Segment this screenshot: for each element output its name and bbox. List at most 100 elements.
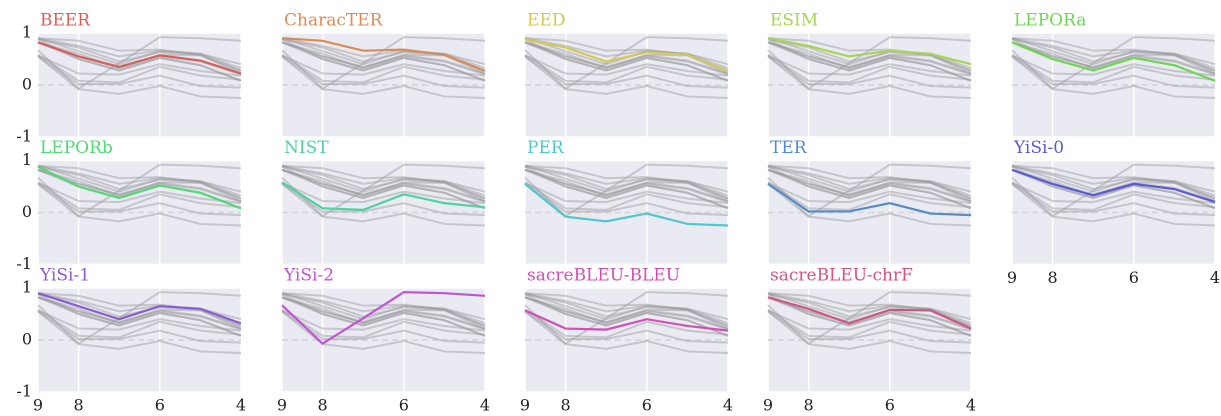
x-tick-label: 9 (1007, 268, 1017, 287)
panel-title: EED (527, 11, 565, 31)
context-line (767, 41, 972, 76)
context-line (37, 292, 242, 327)
series-line (1011, 41, 1216, 82)
context-line (767, 54, 972, 77)
panel-title: LEPORb (40, 138, 113, 158)
panel-title: ESIM (770, 11, 818, 31)
context-line (281, 55, 486, 89)
context-line (524, 54, 729, 77)
context-line (37, 183, 242, 217)
context-line (1011, 165, 1216, 200)
x-tick-label: 9 (277, 396, 287, 415)
context-line (281, 296, 486, 331)
x-tick-label: 8 (1048, 268, 1058, 287)
context-line (281, 53, 486, 84)
context-line (37, 296, 242, 337)
context-line (767, 164, 972, 200)
context-line (1011, 164, 1216, 200)
panel: YiSi-0 9 8 6 4 (1007, 138, 1220, 287)
context-line (1011, 41, 1216, 75)
context-line (524, 53, 729, 84)
panel-title: TER (770, 138, 808, 158)
context-line (524, 308, 729, 339)
context-line (1011, 163, 1216, 218)
context-line (37, 54, 242, 77)
context-line (37, 296, 242, 330)
context-line (524, 168, 729, 210)
context-line (281, 181, 486, 205)
context-line (37, 309, 242, 332)
context-line (281, 165, 486, 210)
context-line (524, 37, 729, 66)
context-line (524, 181, 729, 205)
context-line (1011, 53, 1216, 84)
x-tick-label: 4 (723, 396, 733, 415)
panel: EED (524, 11, 729, 138)
panel: ESIM (767, 11, 972, 138)
context-line (767, 55, 972, 89)
context-line (281, 292, 486, 325)
panel-title: CharacTER (284, 11, 384, 31)
context-line (767, 163, 972, 218)
series-line (37, 165, 242, 210)
x-tick-label: 4 (236, 396, 246, 415)
context-line (37, 164, 242, 197)
panel-title: YiSi-0 (1013, 138, 1064, 158)
context-line (524, 293, 729, 337)
series-line (281, 291, 486, 346)
context-line (767, 55, 972, 99)
context-line (281, 168, 486, 204)
context-line (524, 292, 729, 325)
panel-title: PER (527, 138, 565, 158)
context-line (37, 163, 242, 218)
panel: LEPORb -1 0 1 (16, 138, 242, 273)
context-line (37, 36, 242, 90)
context-line (37, 168, 242, 203)
context-line (524, 293, 729, 327)
series-line (37, 41, 242, 75)
context-line (1011, 181, 1216, 205)
context-line (767, 165, 972, 210)
context-line (524, 164, 729, 193)
context-line (767, 53, 972, 84)
series-line (1011, 168, 1216, 204)
context-line (767, 293, 972, 337)
panel-title: YiSi-1 (39, 266, 90, 286)
context-line (767, 38, 972, 72)
context-line (524, 310, 729, 344)
x-tick-label: 6 (1129, 268, 1139, 287)
panel: TER (767, 138, 972, 266)
context-line (281, 293, 486, 337)
context-line (767, 292, 972, 325)
context-line (767, 168, 972, 202)
context-line (524, 181, 729, 211)
context-line (37, 37, 242, 72)
context-line (37, 181, 242, 211)
context-line (767, 38, 972, 82)
context-line (767, 181, 972, 205)
context-line (37, 165, 242, 200)
context-line (767, 183, 972, 227)
series-line (767, 296, 972, 330)
series-line (524, 309, 729, 332)
context-line (524, 296, 729, 330)
context-line (281, 164, 486, 193)
context-line (281, 37, 486, 70)
context-line (1011, 37, 1216, 72)
panel: CharacTER (281, 11, 486, 138)
context-line (281, 183, 486, 217)
context-line (281, 309, 486, 332)
context-line (37, 293, 242, 337)
panel: sacreBLEU-chrF 9 8 6 4 (763, 266, 976, 415)
context-line (281, 164, 486, 197)
context-line (1011, 164, 1216, 197)
x-tick-label: 8 (318, 396, 328, 415)
context-line (1011, 41, 1216, 75)
context-line (37, 38, 242, 72)
context-line (524, 41, 729, 82)
context-line (524, 165, 729, 210)
context-line (767, 41, 972, 82)
context-line (767, 291, 972, 345)
context-line (37, 37, 242, 70)
context-line (281, 296, 486, 330)
